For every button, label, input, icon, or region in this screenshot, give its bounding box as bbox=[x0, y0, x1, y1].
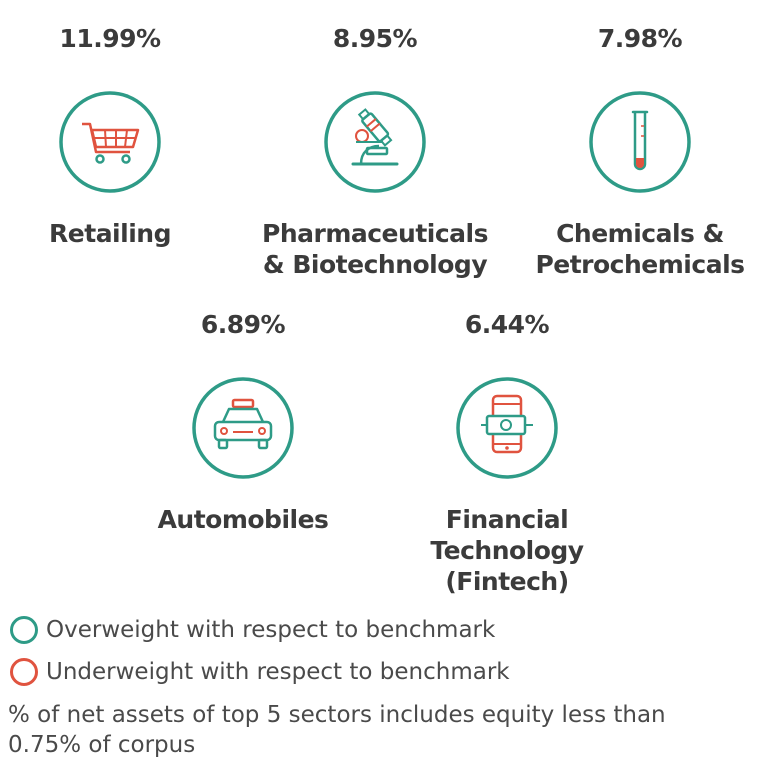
shopping-cart-icon bbox=[58, 90, 162, 194]
sector-chemicals: 7.98% Chemicals & Petrochemicals bbox=[515, 22, 759, 280]
test-tube-icon bbox=[588, 90, 692, 194]
underweight-circle-icon bbox=[10, 658, 38, 686]
sector-percent: 7.98% bbox=[597, 24, 683, 53]
sector-name: Automobiles bbox=[157, 505, 329, 534]
sector-name: Chemicals & Petrochemicals bbox=[535, 219, 745, 279]
sector-percent: 8.95% bbox=[332, 24, 418, 53]
sector-automobiles: 6.89% Automobiles bbox=[118, 308, 368, 535]
mobile-payment-icon bbox=[455, 376, 559, 480]
overweight-circle-icon bbox=[10, 616, 38, 644]
sector-retailing: 11.99% Retailing bbox=[0, 22, 235, 249]
sector-percent: 6.44% bbox=[464, 310, 550, 339]
sector-name: Retailing bbox=[49, 219, 171, 248]
footnote: % of net assets of top 5 sectors include… bbox=[8, 702, 666, 758]
legend-overweight: Overweight with respect to benchmark bbox=[10, 616, 495, 644]
microscope-icon bbox=[323, 90, 427, 194]
sector-percent: 6.89% bbox=[200, 310, 286, 339]
legend-overweight-label: Overweight with respect to benchmark bbox=[46, 617, 496, 643]
sector-name: Pharmaceuticals & Biotechnology bbox=[262, 219, 488, 279]
sector-percent: 11.99% bbox=[59, 24, 161, 53]
sector-name: Financial Technology (Fintech) bbox=[430, 505, 584, 596]
sector-fintech: 6.44% Financial Technology (Fintech) bbox=[382, 308, 632, 597]
car-icon bbox=[191, 376, 295, 480]
legend-underweight-label: Underweight with respect to benchmark bbox=[46, 659, 510, 685]
sector-pharmaceuticals: 8.95% Pharmaceuticals & Biotechnology bbox=[250, 22, 500, 280]
legend-underweight: Underweight with respect to benchmark bbox=[10, 658, 510, 686]
